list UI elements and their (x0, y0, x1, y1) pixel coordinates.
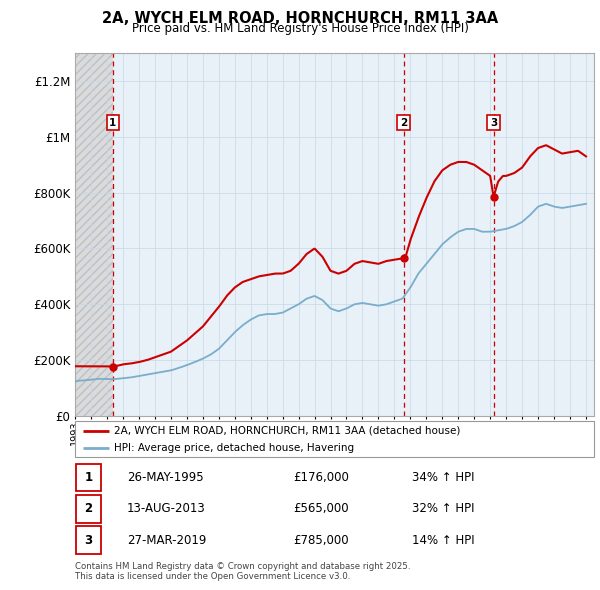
Text: £565,000: £565,000 (293, 502, 349, 516)
Text: HPI: Average price, detached house, Havering: HPI: Average price, detached house, Have… (114, 443, 354, 453)
Text: 13-AUG-2013: 13-AUG-2013 (127, 502, 206, 516)
Text: 2: 2 (400, 118, 407, 128)
Text: 2A, WYCH ELM ROAD, HORNCHURCH, RM11 3AA (detached house): 2A, WYCH ELM ROAD, HORNCHURCH, RM11 3AA … (114, 426, 460, 436)
Bar (76, 464, 101, 491)
Text: 1: 1 (109, 118, 116, 128)
Text: 2: 2 (85, 502, 92, 516)
Text: £785,000: £785,000 (293, 533, 349, 546)
Text: Contains HM Land Registry data © Crown copyright and database right 2025.
This d: Contains HM Land Registry data © Crown c… (75, 562, 410, 581)
Text: 27-MAR-2019: 27-MAR-2019 (127, 533, 206, 546)
Text: 3: 3 (490, 118, 497, 128)
Bar (76, 526, 101, 553)
Text: Price paid vs. HM Land Registry's House Price Index (HPI): Price paid vs. HM Land Registry's House … (131, 22, 469, 35)
Text: £176,000: £176,000 (293, 471, 349, 484)
Text: 26-MAY-1995: 26-MAY-1995 (127, 471, 203, 484)
Text: 14% ↑ HPI: 14% ↑ HPI (412, 533, 475, 546)
Text: 32% ↑ HPI: 32% ↑ HPI (412, 502, 475, 516)
Text: 1: 1 (85, 471, 92, 484)
Text: 3: 3 (85, 533, 92, 546)
Bar (76, 495, 101, 523)
Bar (75, 53, 113, 416)
Text: 2A, WYCH ELM ROAD, HORNCHURCH, RM11 3AA: 2A, WYCH ELM ROAD, HORNCHURCH, RM11 3AA (102, 11, 498, 25)
Text: 34% ↑ HPI: 34% ↑ HPI (412, 471, 475, 484)
